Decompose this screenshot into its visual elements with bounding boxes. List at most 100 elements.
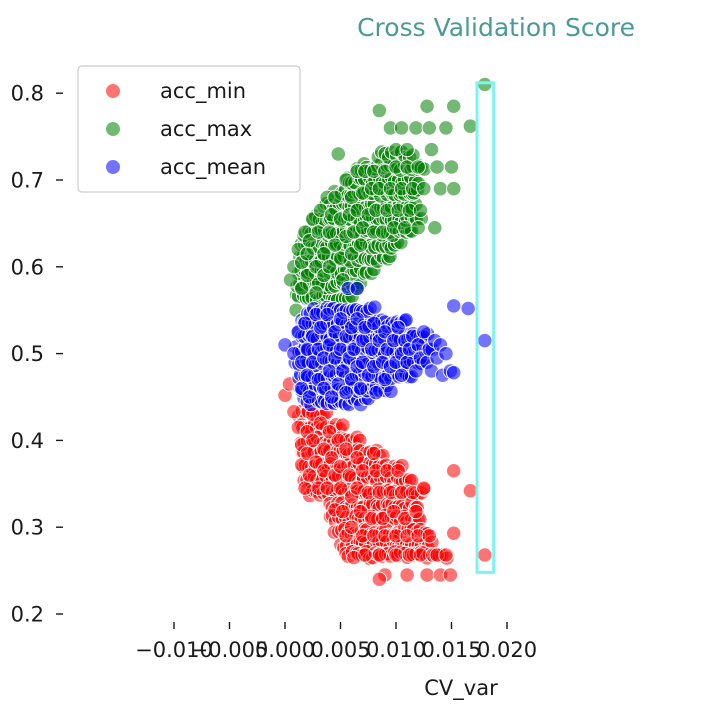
acc-min-point: [335, 503, 351, 520]
acc-min-point: [366, 445, 382, 462]
acc-min-point: [335, 417, 351, 433]
legend-label-acc-mean: acc_mean: [160, 155, 266, 180]
acc-mean-point: [438, 345, 454, 362]
legend: acc_min acc_max acc_mean: [77, 65, 301, 193]
acc-max-point: [299, 246, 315, 262]
acc-mean-point: [460, 300, 476, 317]
acc-mean-point: [319, 306, 335, 323]
acc-min-point: [477, 547, 493, 563]
acc-max-point: [321, 259, 338, 275]
acc-max-point: [408, 120, 424, 136]
acc-max-point: [321, 224, 338, 240]
acc-max-point: [421, 120, 437, 136]
acc-max-point: [427, 220, 443, 236]
acc-mean-point: [377, 371, 393, 388]
acc-min-point: [386, 503, 402, 520]
acc-mean-point: [390, 319, 406, 336]
acc-mean-point: [323, 389, 340, 405]
acc-max-point: [432, 181, 449, 197]
x-tick-label: 0.020: [477, 638, 537, 662]
legend-marker-acc-max: [105, 121, 121, 137]
acc-max-point: [462, 118, 479, 134]
acc-min-point: [286, 404, 302, 420]
legend-marker-acc-mean: [105, 159, 121, 175]
acc-max-point: [352, 237, 369, 253]
acc-min-point: [375, 510, 391, 527]
acc-min-point: [390, 463, 406, 479]
acc-mean-point: [393, 367, 410, 383]
acc-min-point: [343, 519, 360, 535]
acc-max-point: [419, 98, 435, 114]
acc-min-point: [408, 503, 424, 520]
acc-mean-point: [332, 311, 349, 327]
acc-mean-point: [338, 385, 354, 401]
acc-min-point: [338, 441, 354, 457]
acc-max-point: [330, 146, 346, 162]
x-tick-label: −0.005: [191, 638, 269, 662]
x-tick-label: 0.010: [366, 638, 426, 662]
acc-min-point: [462, 483, 479, 499]
acc-max-point: [397, 220, 413, 236]
x-axis-title: CV_var: [424, 676, 498, 701]
acc-min-point: [301, 467, 318, 483]
acc-min-point: [388, 547, 404, 563]
legend-frame: [77, 65, 301, 193]
acc-min-point: [399, 567, 415, 583]
acc-max-point: [371, 102, 387, 119]
acc-min-point: [419, 567, 435, 583]
acc-mean-point: [477, 332, 493, 349]
y-tick-label: 0.2: [11, 603, 44, 627]
acc-max-point: [316, 246, 332, 262]
acc-max-point: [446, 181, 462, 197]
acc-mean-point: [349, 280, 365, 297]
acc-mean-point: [366, 315, 382, 331]
acc-max-point: [393, 120, 410, 136]
y-tick-label: 0.3: [11, 516, 44, 540]
acc-min-point: [357, 547, 373, 563]
acc-max-point: [293, 280, 310, 297]
x-tick-label: 0.000: [255, 638, 315, 662]
x-tick-label: 0.005: [310, 638, 370, 662]
acc-max-point: [423, 141, 440, 158]
legend-label-acc-min: acc_min: [160, 79, 246, 104]
acc-max-point: [410, 220, 426, 236]
acc-min-point: [355, 463, 371, 479]
acc-max-point: [327, 237, 343, 253]
acc-mean-point: [297, 315, 313, 331]
acc-max-point: [338, 172, 354, 188]
acc-max-point: [446, 98, 462, 114]
y-tick-label: 0.6: [11, 255, 44, 279]
y-tick-label: 0.5: [11, 342, 44, 366]
acc-min-point: [421, 528, 437, 544]
acc-min-point: [371, 547, 387, 563]
acc-mean-point: [367, 299, 383, 315]
acc-mean-point: [446, 298, 462, 314]
x-tick-label: 0.015: [421, 638, 481, 662]
acc-max-point: [416, 181, 432, 197]
acc-min-point: [349, 450, 365, 466]
acc-max-point: [410, 159, 426, 175]
acc-max-point: [327, 189, 343, 206]
acc-min-point: [442, 567, 459, 583]
acc-max-point: [443, 159, 460, 175]
chart-title: Cross Validation Score: [357, 13, 635, 42]
legend-label-acc-max: acc_max: [160, 117, 252, 142]
acc-min-point: [371, 571, 387, 587]
acc-max-point: [308, 285, 324, 301]
acc-min-point: [305, 432, 321, 449]
highlight-region: [475, 81, 496, 574]
acc-mean-point: [368, 385, 384, 401]
acc-min-point: [297, 480, 313, 496]
x-tick-label: −0.010: [135, 638, 213, 662]
acc-mean-point: [301, 389, 318, 405]
acc-min-point: [332, 480, 349, 496]
acc-max-point: [399, 141, 415, 158]
acc-min-point: [446, 525, 462, 541]
y-tick-label: 0.7: [11, 169, 44, 193]
y-tick-label: 0.4: [11, 429, 44, 453]
acc-min-point: [438, 547, 454, 563]
acc-mean-point: [352, 380, 369, 396]
acc-max-point: [438, 120, 454, 136]
